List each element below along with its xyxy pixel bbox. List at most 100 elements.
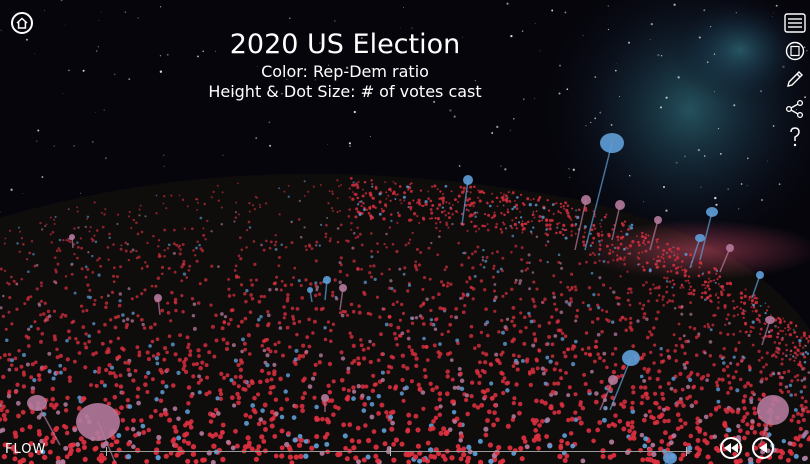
county-dot [544,434,549,439]
star [255,137,258,139]
county-dot [577,415,582,421]
county-dot [30,409,35,415]
star [37,129,40,132]
county-dot [89,226,92,229]
county-dot [385,197,388,200]
county-dot [748,366,752,370]
step-back-button[interactable] [752,437,774,459]
star [91,140,94,143]
county-dot [462,251,465,255]
star [727,188,729,190]
county-dot [486,333,490,338]
county-dot [156,439,161,445]
county-dot [431,204,435,207]
county-dot [437,412,443,418]
county-dot [622,399,628,405]
county-dot [758,320,762,324]
county-dot [360,205,363,208]
county-dot [366,346,371,351]
county-dot [801,408,806,413]
star [663,186,665,188]
county-dot [726,427,732,433]
timeline-slider[interactable] [100,447,692,456]
county-dot [438,342,442,346]
county-dot [731,375,736,380]
county-dot [232,293,236,297]
county-dot [469,185,473,189]
county-dot [545,223,549,227]
star [684,155,686,158]
county-dot [2,417,8,422]
county-dot [415,247,419,251]
county-dot [652,361,656,365]
county-dot [735,362,740,367]
county-dot [786,389,791,394]
county-dot [173,228,176,232]
menu-button[interactable] [784,12,806,34]
county-dot [210,196,213,199]
county-dot [511,219,514,222]
county-dot [359,343,364,348]
county-dot [647,234,650,237]
county-dot [789,393,793,397]
county-dot [613,332,618,337]
county-dot [243,347,248,352]
county-dot [554,307,559,312]
county-dot [759,304,762,307]
county-dot [705,378,709,382]
county-dot [659,347,663,351]
county-dot [80,246,83,250]
county-dot [387,364,392,369]
county-dot [196,348,201,353]
county-dot [130,226,133,229]
home-button[interactable] [11,12,33,34]
county-dot [347,422,353,428]
county-dot [199,431,205,436]
county-dot [406,289,410,293]
county-dot [482,389,487,395]
county-dot [732,306,736,310]
rewind-button[interactable] [720,437,742,459]
share-button[interactable] [784,98,806,120]
county-dot [702,272,704,275]
county-dot [647,240,650,244]
county-dots[interactable] [0,133,810,464]
county-dot [259,368,265,374]
county-dot [558,368,563,373]
county-dot [158,412,164,418]
county-dot [3,269,7,273]
county-dot [182,272,187,276]
county-dot [140,230,144,234]
county-dot [676,256,680,260]
county-dot [151,354,156,358]
county-dot [363,280,368,285]
county-dot [744,288,747,291]
county-dot [483,360,488,365]
county-dot [796,419,801,425]
county-dot [7,352,12,357]
county-dot [687,445,693,451]
county-dot [323,337,328,342]
star [319,42,321,44]
county-dot [234,211,237,214]
county-dot [592,223,596,227]
county-dot [304,244,308,248]
county-dot [101,225,105,229]
county-dot [563,354,568,359]
county-dot [761,392,766,397]
county-dot [580,458,586,464]
county-dot [126,243,130,246]
edit-button[interactable] [784,68,806,90]
help-button[interactable] [784,126,806,148]
view-button[interactable] [784,40,806,62]
county-dot [556,328,561,333]
county-dot [174,308,178,313]
county-dot [539,399,545,404]
county-dot [165,207,168,210]
county-dot [610,320,615,324]
county-dot [411,231,414,235]
county-dot [102,383,107,388]
county-dot [751,299,754,302]
